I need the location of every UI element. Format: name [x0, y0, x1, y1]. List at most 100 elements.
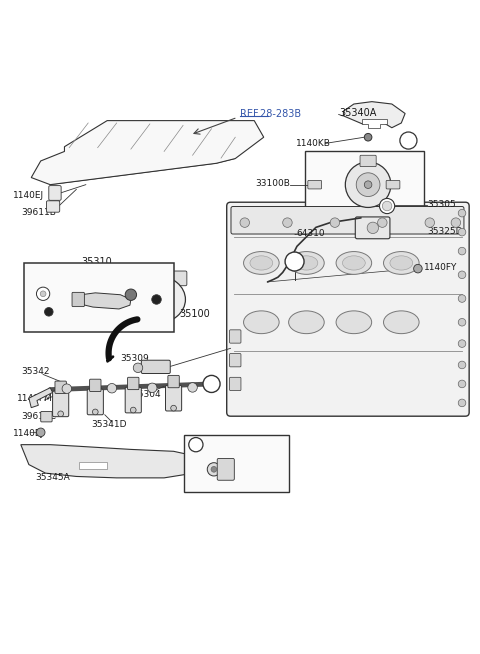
Text: a: a — [193, 440, 199, 449]
Text: 35312: 35312 — [27, 289, 54, 298]
Polygon shape — [31, 120, 264, 184]
Circle shape — [458, 295, 466, 302]
FancyBboxPatch shape — [128, 377, 139, 390]
FancyBboxPatch shape — [305, 150, 424, 219]
FancyBboxPatch shape — [141, 360, 170, 373]
FancyBboxPatch shape — [55, 381, 66, 394]
Ellipse shape — [250, 256, 273, 270]
Polygon shape — [79, 462, 107, 470]
Circle shape — [425, 218, 434, 228]
Circle shape — [458, 228, 466, 236]
Circle shape — [367, 222, 379, 233]
Circle shape — [383, 201, 392, 211]
FancyBboxPatch shape — [184, 435, 289, 492]
Circle shape — [211, 466, 217, 472]
FancyBboxPatch shape — [41, 411, 52, 422]
Polygon shape — [29, 388, 53, 407]
Circle shape — [189, 438, 203, 452]
FancyBboxPatch shape — [308, 181, 322, 189]
Ellipse shape — [129, 276, 185, 323]
Circle shape — [93, 409, 98, 415]
Ellipse shape — [140, 286, 174, 313]
Text: REF.28-283B: REF.28-283B — [240, 109, 301, 120]
Circle shape — [285, 252, 304, 271]
Circle shape — [125, 289, 137, 300]
Ellipse shape — [295, 256, 318, 270]
FancyBboxPatch shape — [168, 375, 179, 388]
Ellipse shape — [336, 252, 372, 274]
Ellipse shape — [384, 252, 419, 274]
FancyBboxPatch shape — [125, 387, 141, 413]
Circle shape — [171, 405, 177, 411]
Text: a: a — [406, 135, 411, 146]
Text: 33815E: 33815E — [112, 281, 144, 290]
FancyBboxPatch shape — [386, 181, 400, 189]
FancyBboxPatch shape — [360, 155, 376, 167]
FancyBboxPatch shape — [217, 458, 234, 480]
Polygon shape — [50, 158, 235, 184]
FancyBboxPatch shape — [229, 354, 241, 367]
Text: 35310: 35310 — [81, 257, 112, 267]
Text: 35312J: 35312J — [32, 313, 61, 322]
Circle shape — [414, 264, 422, 273]
Circle shape — [207, 462, 220, 476]
FancyBboxPatch shape — [166, 385, 181, 411]
Circle shape — [458, 361, 466, 369]
Text: 1140EJ: 1140EJ — [13, 191, 44, 200]
Circle shape — [107, 383, 117, 393]
Text: A: A — [291, 256, 298, 267]
Circle shape — [283, 218, 292, 228]
Circle shape — [62, 384, 72, 394]
Text: 35325D: 35325D — [427, 227, 463, 235]
Text: 35340A: 35340A — [340, 109, 377, 118]
Ellipse shape — [342, 256, 365, 270]
Text: 39611B: 39611B — [22, 208, 57, 216]
FancyBboxPatch shape — [49, 186, 61, 200]
Ellipse shape — [288, 252, 324, 274]
FancyBboxPatch shape — [355, 217, 390, 239]
Text: 1140FY: 1140FY — [424, 263, 457, 272]
Text: 35341D: 35341D — [91, 420, 127, 429]
Ellipse shape — [243, 311, 279, 334]
Text: 35100: 35100 — [179, 309, 210, 318]
FancyBboxPatch shape — [227, 202, 469, 416]
FancyBboxPatch shape — [87, 389, 103, 415]
Circle shape — [147, 383, 157, 392]
Text: 35312H: 35312H — [140, 307, 173, 317]
FancyBboxPatch shape — [72, 292, 84, 307]
Circle shape — [378, 218, 387, 228]
Circle shape — [131, 407, 136, 413]
Ellipse shape — [243, 252, 279, 274]
Circle shape — [451, 218, 461, 228]
Text: 35345A: 35345A — [35, 473, 70, 483]
Ellipse shape — [288, 311, 324, 334]
Circle shape — [36, 428, 45, 437]
Ellipse shape — [336, 311, 372, 334]
FancyBboxPatch shape — [229, 377, 241, 390]
Circle shape — [345, 162, 391, 207]
Polygon shape — [21, 445, 207, 478]
Circle shape — [330, 218, 340, 228]
Text: 1140EJ: 1140EJ — [13, 429, 44, 438]
FancyBboxPatch shape — [53, 391, 69, 417]
Text: 35305: 35305 — [427, 200, 456, 209]
FancyBboxPatch shape — [130, 271, 187, 286]
Ellipse shape — [384, 311, 419, 334]
Text: 1140FM: 1140FM — [17, 394, 53, 403]
Text: 33100B: 33100B — [255, 179, 290, 188]
Circle shape — [458, 340, 466, 347]
Circle shape — [458, 318, 466, 326]
Circle shape — [58, 411, 63, 417]
Circle shape — [400, 132, 417, 149]
Circle shape — [152, 295, 161, 304]
Circle shape — [458, 271, 466, 279]
FancyBboxPatch shape — [47, 201, 60, 212]
Circle shape — [458, 399, 466, 407]
Circle shape — [458, 209, 466, 217]
Ellipse shape — [390, 256, 413, 270]
Text: 31337F: 31337F — [210, 441, 247, 451]
Text: 39611C: 39611C — [22, 412, 57, 421]
Polygon shape — [362, 119, 387, 128]
Circle shape — [36, 287, 50, 300]
Text: 64310: 64310 — [296, 228, 324, 237]
